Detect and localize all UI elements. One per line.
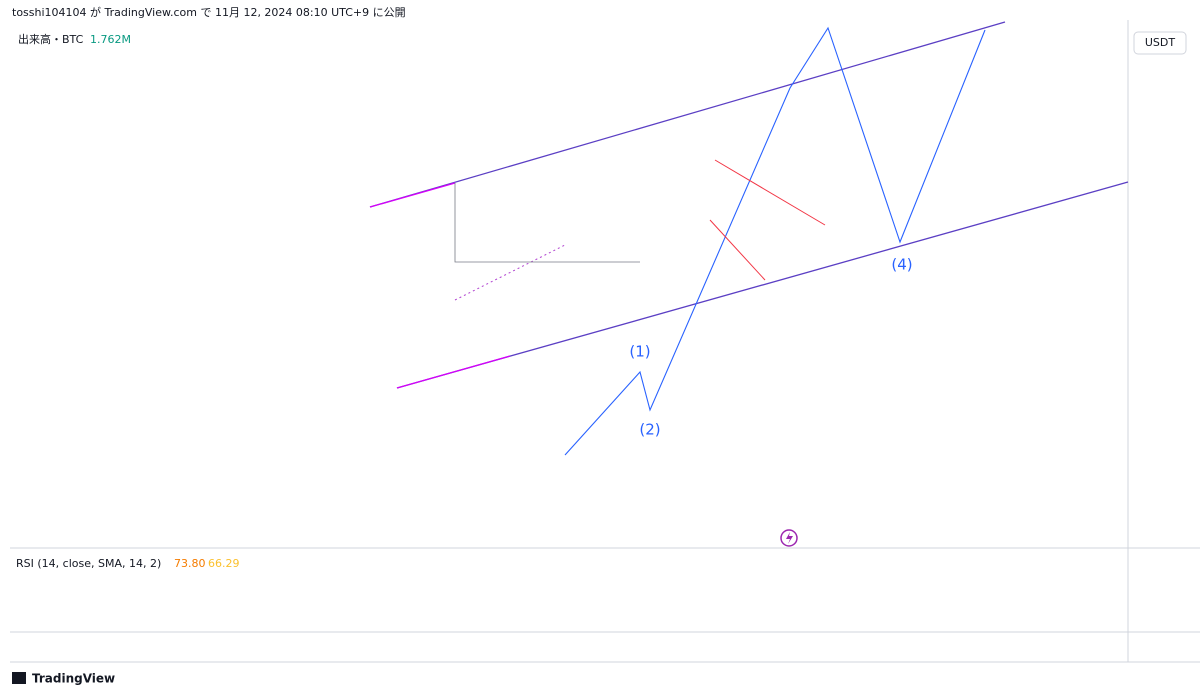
caption: tosshi104104 が TradingView.com で 11月 12,… [12,5,406,19]
channel-upper-segment [369,182,456,208]
layout [10,20,1200,663]
logo [12,672,26,684]
currency-box[interactable] [1133,31,1187,55]
trend-line [714,159,826,226]
wave-projection [564,26,986,456]
fib-anchor [454,183,640,263]
texts: tosshi104104 が TradingView.com で 11月 12,… [12,5,1175,686]
rsi-title: RSI (14, close, SMA, 14, 2) [16,557,161,570]
channel-upper [369,21,1006,208]
volume-value: 1.762M [90,33,131,46]
wave-label: (4) [891,256,912,274]
trend-line [709,219,766,281]
dotted-line [454,244,566,301]
currency[interactable]: USDT [1145,36,1176,49]
wave-label: (1) [629,343,650,361]
alert-bolt [786,532,793,544]
rsi-value: 73.80 [174,557,206,570]
rsi-sma-value: 66.29 [208,557,240,570]
channel-lower [396,181,1129,389]
wave-label: (2) [639,421,660,439]
volume-name: 出来高・BTC [18,32,84,46]
brand: TradingView [32,672,115,686]
channel-lower-segment [396,355,511,389]
drawings [369,21,1129,456]
